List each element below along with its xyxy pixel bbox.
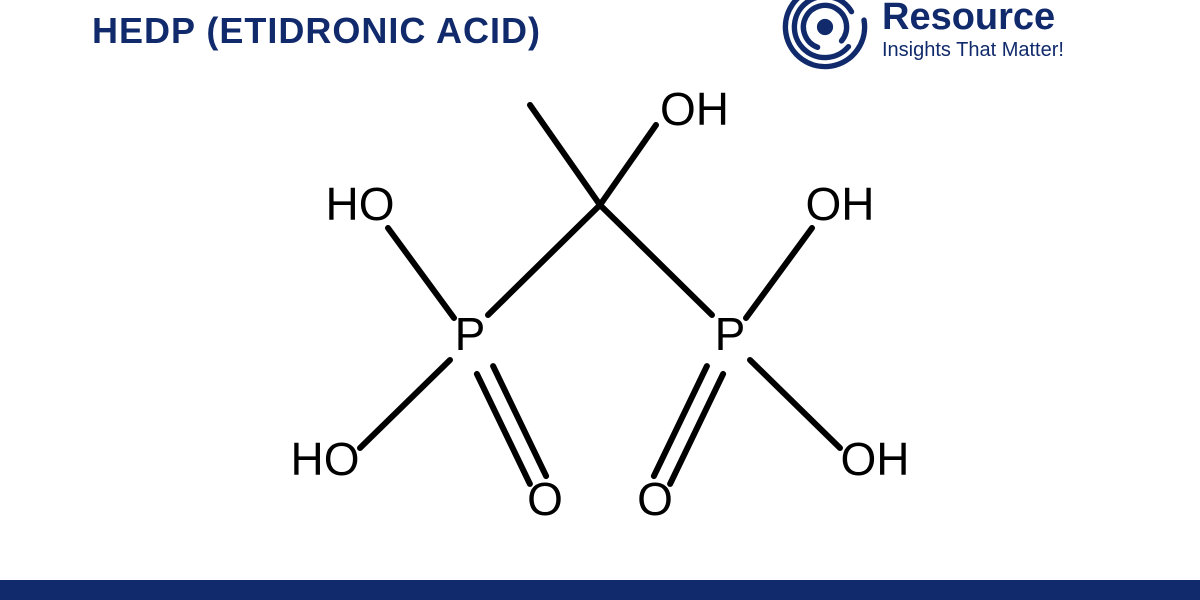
molecule-diagram: OH HO OH P P HO OH O O [220, 70, 980, 570]
molecule-svg: OH HO OH P P HO OH O O [220, 70, 980, 570]
atom-label-ho_lower_left: HO [291, 433, 360, 485]
atom-label-oh_upper_right: OH [806, 178, 875, 230]
atom-label-o_left: O [527, 473, 563, 525]
brand-tagline: Insights That Matter! [882, 38, 1064, 62]
atom-label-ho_upper_left: HO [326, 178, 395, 230]
brand-logo-svg [780, 0, 870, 72]
bond-line [530, 105, 600, 205]
bond-line [600, 205, 712, 315]
bond-line [360, 360, 450, 448]
bond-line [750, 360, 840, 448]
brand-text: Resource Insights That Matter! [882, 0, 1064, 62]
bond-line [746, 228, 812, 318]
atom-label-p_left: P [455, 308, 486, 360]
footer-bar [0, 580, 1200, 600]
atom-label-o_right: O [637, 473, 673, 525]
bond-line [600, 125, 656, 205]
bond-line [488, 205, 600, 315]
atom-label-oh_top: OH [660, 83, 729, 135]
brand-block: Resource Insights That Matter! [780, 0, 1064, 77]
atom-label-p_right: P [715, 308, 746, 360]
brand-name: Resource [882, 0, 1064, 36]
brand-logo-icon [780, 0, 870, 77]
page-root: HEDP (ETIDRONIC ACID) Resource Insights … [0, 0, 1200, 600]
bond-line [388, 228, 454, 318]
atom-label-oh_lower_right: OH [841, 433, 910, 485]
compound-title: HEDP (ETIDRONIC ACID) [92, 10, 541, 52]
